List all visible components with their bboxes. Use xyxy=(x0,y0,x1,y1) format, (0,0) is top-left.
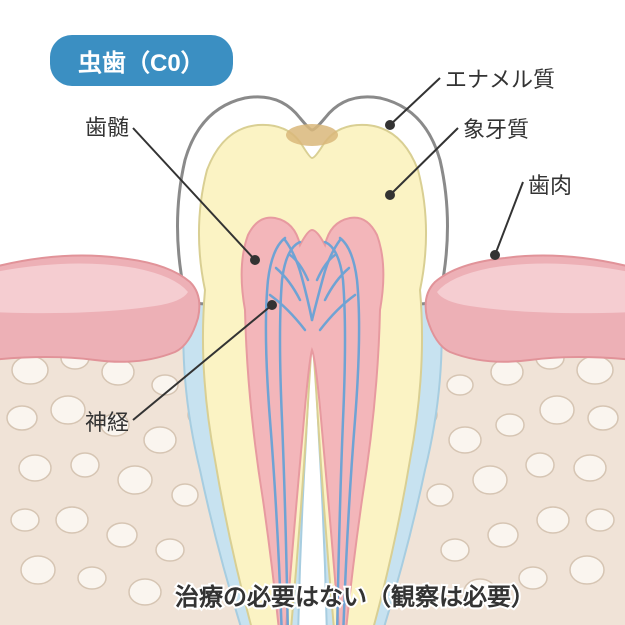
label-dentin: 象牙質 xyxy=(463,112,529,144)
label-nerve: 神経 xyxy=(85,405,129,437)
cavity-spot xyxy=(286,124,338,146)
label-enamel: エナメル質 xyxy=(445,62,555,94)
dentin xyxy=(199,125,426,625)
label-gum: 歯肉 xyxy=(528,168,572,200)
label-pulp: 歯髄 xyxy=(85,110,129,142)
title-badge: 虫歯（C0） xyxy=(50,35,233,86)
caption-text: 治療の必要はない（観察は必要） xyxy=(175,577,535,612)
